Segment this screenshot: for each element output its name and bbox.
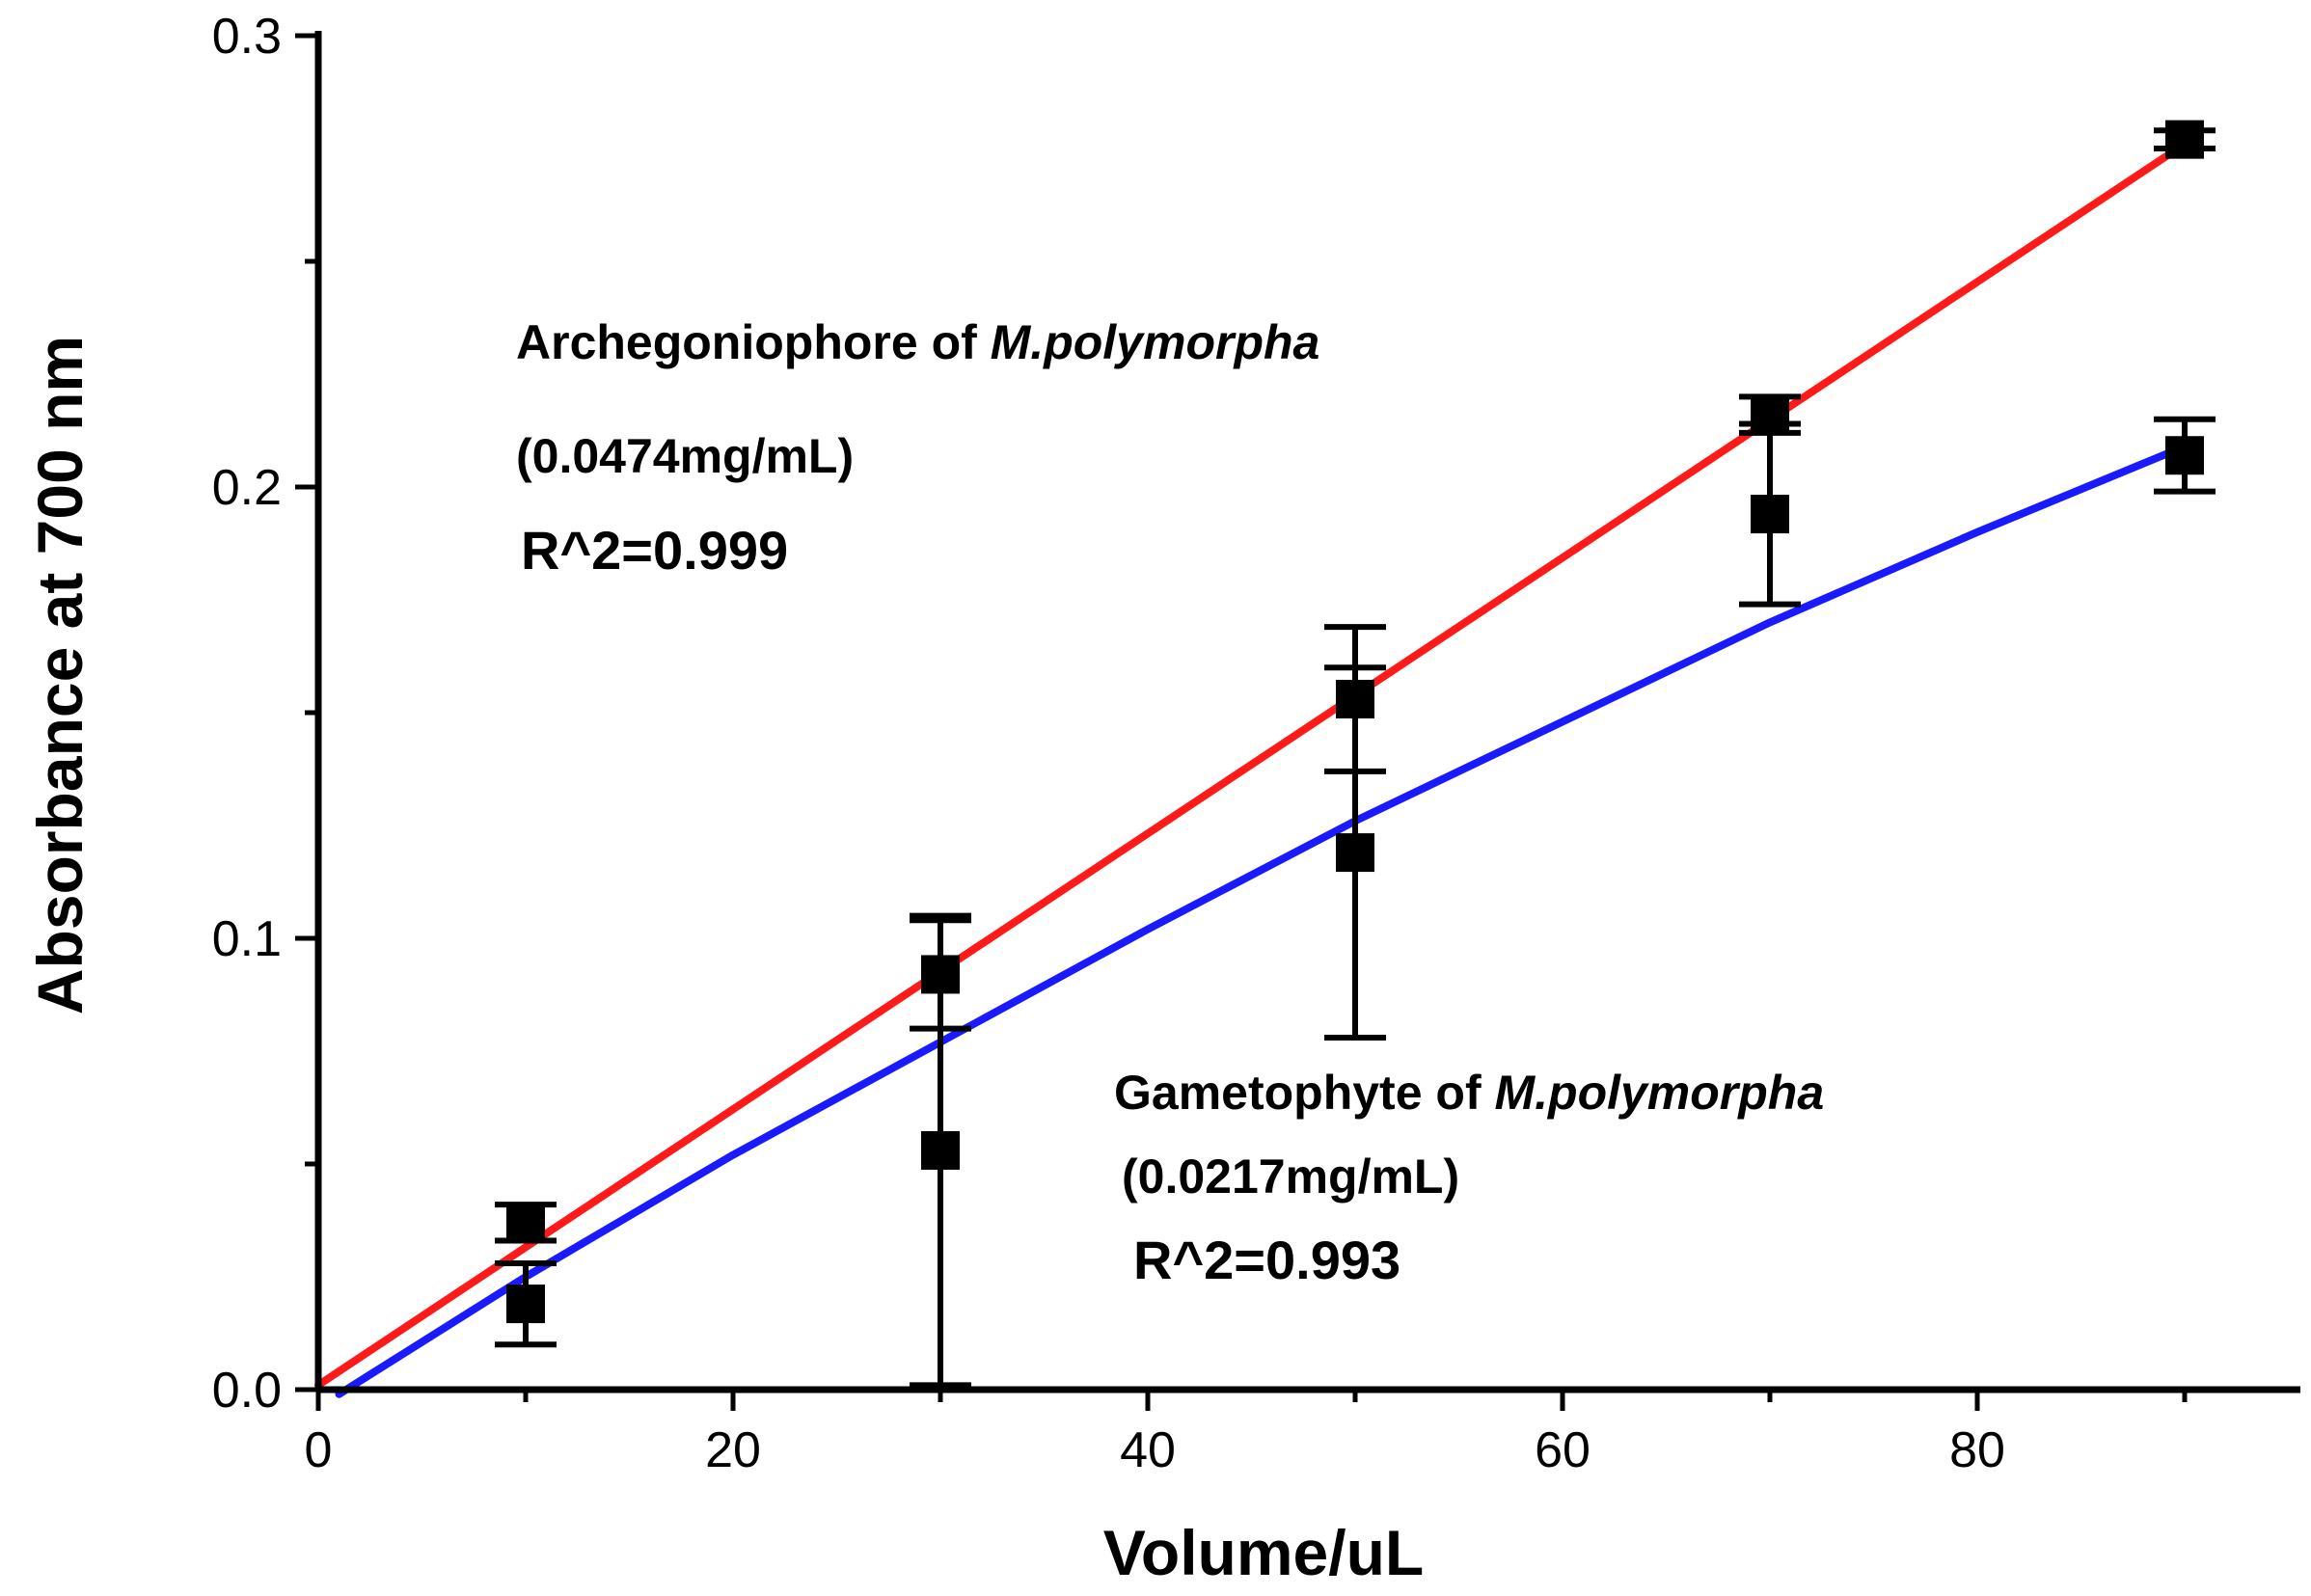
y-tick-label: 0.1 <box>212 911 282 967</box>
red-data-point <box>506 1203 545 1242</box>
blue-series-concentration: (0.0217mg/mL) <box>1122 1150 1459 1204</box>
x-axis-title: Volume/uL <box>1103 1517 1424 1588</box>
red-data-point <box>2165 120 2204 159</box>
x-tick-label: 40 <box>1120 1422 1176 1478</box>
red-fit-line <box>314 140 2189 1390</box>
blue-fit-line <box>335 442 2189 1398</box>
blue-data-point <box>2165 436 2204 475</box>
blue-data-point <box>1751 495 1789 534</box>
blue-data-point <box>1336 833 1374 873</box>
x-tick-label: 80 <box>1949 1422 2005 1478</box>
x-tick-label: 60 <box>1535 1422 1591 1478</box>
x-tick-label: 0 <box>305 1422 333 1478</box>
fit-lines <box>314 140 2189 1398</box>
y-axis-ticks: 0.0 0.1 0.2 0.3 <box>212 9 318 1419</box>
y-axis-title: Absorbance at 700 nm <box>24 336 95 1014</box>
x-axis-ticks: 0 20 40 60 80 <box>305 1390 2188 1478</box>
red-series-name-plain: Archegoniophore of <box>516 315 991 369</box>
red-data-point <box>921 955 960 994</box>
y-tick-label: 0.3 <box>212 9 282 65</box>
red-series-r2: R^2=0.999 <box>521 520 788 581</box>
data-markers <box>506 120 2204 1324</box>
red-series-annotation: Archegoniophore of M.polymorpha (0.0474m… <box>516 315 1319 581</box>
blue-data-point <box>506 1285 545 1324</box>
red-data-point <box>1751 395 1789 435</box>
red-series-name-italic: M.polymorpha <box>991 315 1320 369</box>
blue-series-name: Gametophyte of M.polymorpha <box>1114 1066 1824 1120</box>
x-tick-label: 20 <box>705 1422 761 1478</box>
blue-data-point <box>921 1130 960 1170</box>
y-tick-label: 0.0 <box>212 1363 282 1419</box>
red-data-point <box>1336 679 1374 718</box>
red-series-concentration: (0.0474mg/mL) <box>516 429 854 483</box>
y-tick-label: 0.2 <box>212 460 282 516</box>
blue-series-r2: R^2=0.993 <box>1133 1230 1400 1290</box>
red-series-name: Archegoniophore of M.polymorpha <box>516 315 1319 369</box>
blue-series-name-plain: Gametophyte of <box>1114 1066 1494 1120</box>
blue-series-name-italic: M.polymorpha <box>1494 1066 1824 1120</box>
blue-series-annotation: Gametophyte of M.polymorpha (0.0217mg/mL… <box>1114 1066 1824 1290</box>
